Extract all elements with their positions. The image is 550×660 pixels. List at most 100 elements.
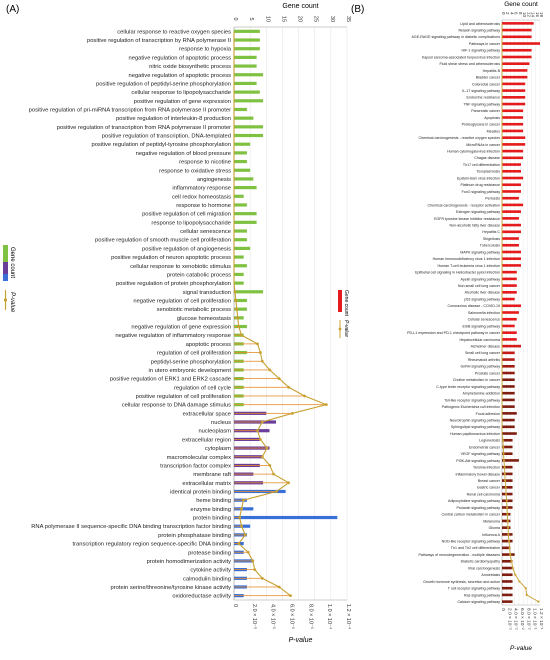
panel-a-category-label: response to hormone [176,203,231,209]
panel-a-pvalue-point [272,472,275,476]
panel-a-top-axis-title: Gene count [282,3,318,10]
panel-a-pvalue-bar [234,334,242,336]
panel-a-category-label: protein serine/threonine/tyrosine kinase… [110,585,231,591]
panel-a-pvalue-point [237,325,241,328]
panel-a-pvalue-point [268,368,272,372]
panel-b-category-label: GnRH signaling pathway [460,365,500,369]
panel-a-bar [234,229,247,233]
panel-b-category-label: Melanoma [483,519,500,523]
panel-b-category-label: Coronavirus disease - COVID-19 [447,304,500,308]
panel-b-bar [502,331,517,334]
panel-b-category-label: AGE-RAGE signaling pathway in diabetic c… [412,35,501,39]
panel-b-category-label: Proteoglycans in cancer [462,123,501,127]
panel-b-category-label: Hepatitis C [482,230,500,234]
panel-a-bar [234,90,260,94]
panel-a-pvalue-point [251,559,255,563]
panel-b-pvalue-point [501,439,505,442]
panel-a-pvalue-bar [234,517,240,518]
panel-b-category-label: PD-L1 expression and PD-1 checkpoint pat… [407,331,501,335]
panel-a-category-label: transcription regulatory region sequence… [72,542,231,548]
panel-b-pvalue-point [503,466,506,469]
panel-b-category-label: MAPK signaling pathway [460,250,500,254]
panel-a-category-label: cellular response to reactive oxygen spe… [117,29,231,35]
panel-a-category-label: negative regulation of blood pressure [136,151,231,157]
panel-b-pvalue-point [505,506,509,509]
panel-b-bar [502,405,515,408]
panel-b-category-label: NOD-like receptor signaling pathway [442,540,501,544]
panel-a-pvalue-point [274,490,278,493]
panel-a-category-label: positive regulation of ERK1 and ERK2 cas… [110,377,231,383]
panel-b-category-label: Viral carcinogenesis [468,566,500,570]
panel-a-category-label: positive regulation of cell proliferatio… [136,394,231,400]
panel-a-pvalue-bar [234,525,242,527]
panel-a-category-label: positive regulation of peptidyl-serine p… [96,81,231,87]
panel-b-bar [502,217,519,220]
panel-a-pvalue-bar [234,421,263,423]
panel-a-category-label: cell redox homeostasis [172,194,231,200]
panel-b-bar [502,297,515,301]
panel-b-bar [502,418,515,422]
panel-a-pvalue-point [258,437,262,441]
panel-b-category-label: C-type lectin receptor signaling pathway [436,385,500,389]
panel-b-bar [502,526,511,529]
panel-a-category-label: nitric oxide biosynthetic process [149,64,231,70]
panel-a-category-label: xenobiotic metabolic process [157,307,232,313]
panel-b-bar [502,109,524,113]
panel-a-pvalue-bar [234,447,267,449]
panel-a-legend-label-count: Gene count [9,247,15,278]
panel-b-bar [502,580,513,583]
panel-b-bar [502,546,511,550]
panel-b-category-label: Bladder cancer [476,76,501,80]
panel-b-bar [502,553,515,556]
panel-b-category-label: Epithelial cell signaling in Helicobacte… [415,271,500,275]
panel-b-bottom-tick-label: 4.0 × 10⁻² [513,608,519,630]
panel-a-category-label: in utero embryonic development [149,368,232,374]
panel-b-pvalue-point [514,573,517,576]
panel-b-category-label: EGFR tyrosine kinase inhibitor resistanc… [434,217,500,221]
panel-b-top-tick-label: 0 [501,12,506,15]
panel-b-top-tick-label: 4 [509,12,514,15]
panel-b-pvalue-point [508,546,511,549]
panel-a-pvalue-point [277,377,281,381]
panel-b-category-label: Apoptosis [484,116,500,120]
panel-b-bar [502,48,532,52]
panel-b-category-label: Human T-cell leukemia virus 1 infection [438,264,500,268]
panel-a-bar [234,307,247,311]
panel-b-category-label: Amphetamine addiction [462,392,500,396]
panel-a-bar [234,81,257,86]
panel-b-bottom-tick-label: 8.0 × 10⁻² [525,608,531,630]
panel-b-bar [502,425,515,429]
panel-a-category-label: positive regulation of interleukin-8 pro… [116,116,231,122]
panel-b-bar [502,230,521,234]
panel-a-bar [234,116,254,120]
panel-a-pvalue-bar [234,586,280,588]
panel-b-bar [502,28,532,32]
panel-a-top-tick-label: 35 [345,16,351,22]
panel-a-bar [234,324,247,329]
panel-a-category-label: cellular response to DNA damage stimulus [122,403,231,409]
panel-b-bar [502,62,530,66]
panel-a-pvalue-bar [234,491,277,492]
panel-a-pvalue-bar [234,369,270,371]
panel-b-pvalue-point [502,459,505,462]
panel-a-bottom-axis-title: P-value [289,637,313,644]
panel-b-bar [502,438,513,442]
panel-a-bottom-tick-label: 6.0 × 10⁻⁵ [289,604,296,629]
panel-b-bar [502,223,521,227]
panel-a-pvalue-point [233,290,237,294]
panel-b-category-label: Colorectal cancer [472,82,501,86]
panel-b-top-tick-label: 14 [531,12,536,18]
panel-b-top-tick-label: 2 [505,12,510,15]
panel-b-category-label: Tuberculosis [480,244,500,248]
panel-b-category-label: Salmonella infection [468,311,500,315]
panel-b-pvalue-point [537,600,540,603]
panel-a-pvalue-bar [234,569,255,571]
panel-a-pvalue-bar [234,404,327,406]
panel-b-category-label: Focal adhesion [476,412,500,416]
panel-a-category-label: extracellular matrix [182,481,231,487]
panel-b-bar [502,586,513,590]
panel-b-pvalue-point [510,560,513,563]
panel-a-top-tick-label: 15 [280,16,286,22]
panel-b-category-label: Epstein-Barr virus infection [457,176,500,180]
panel-b-bar [502,324,515,328]
